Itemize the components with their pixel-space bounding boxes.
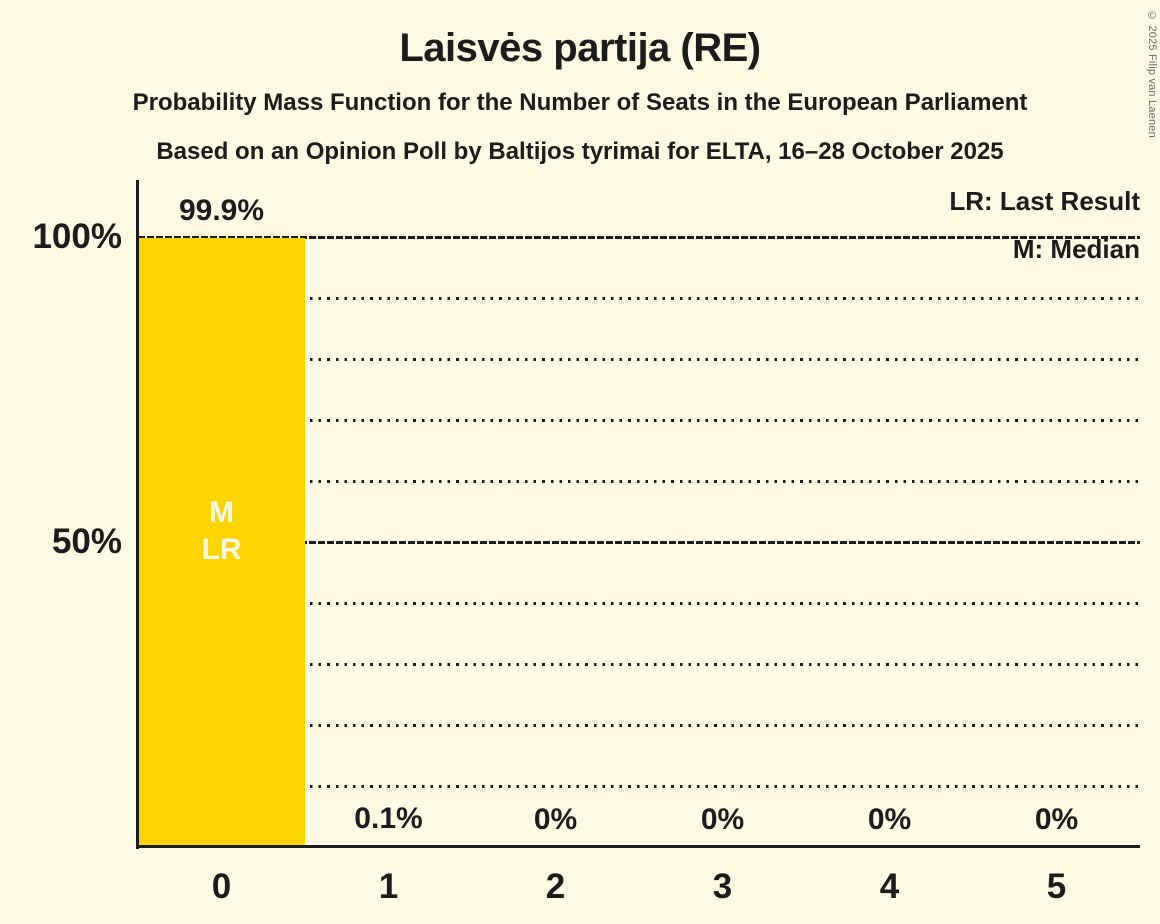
legend-median: M: Median xyxy=(1012,234,1140,264)
chart-subtitle: Probability Mass Function for the Number… xyxy=(132,89,1028,116)
median-last-result-markers: M LR xyxy=(138,494,305,568)
gridline-30pct xyxy=(138,662,1140,666)
poll-source-line: Based on an Opinion Poll by Baltijos tyr… xyxy=(156,138,1004,165)
value-label-seat-0: 99.9% xyxy=(178,193,265,227)
chart-title: Laisvės partija (RE) xyxy=(399,26,761,70)
x-tick-label-4: 4 xyxy=(879,867,900,906)
x-tick-label-0: 0 xyxy=(211,867,232,906)
bar-seat-0 xyxy=(139,237,305,847)
value-label-seat-2: 0% xyxy=(533,803,578,836)
x-tick-label-1: 1 xyxy=(378,867,399,906)
gridline-100pct xyxy=(138,235,1140,239)
gridline-80pct xyxy=(138,357,1140,361)
median-marker-label: M xyxy=(209,496,234,530)
gridline-20pct xyxy=(138,723,1140,727)
x-tick-label-3: 3 xyxy=(712,867,733,906)
y-axis-line xyxy=(136,180,139,849)
gridline-10pct xyxy=(138,784,1140,788)
legend-last-result: LR: Last Result xyxy=(949,186,1140,216)
value-label-seat-1: 0.1% xyxy=(354,802,423,836)
gridline-60pct xyxy=(138,479,1140,483)
value-label-seat-4: 0% xyxy=(867,803,912,836)
gridline-50pct xyxy=(138,540,1140,544)
value-label-seat-3: 0% xyxy=(700,803,745,836)
x-axis-line xyxy=(136,845,1140,848)
copyright-note: © 2025 Filip van Laenen xyxy=(1146,10,1158,138)
y-axis-label-100: 100% xyxy=(32,217,122,256)
gridline-70pct xyxy=(138,418,1140,422)
gridline-90pct xyxy=(138,296,1140,300)
value-label-seat-5: 0% xyxy=(1034,803,1079,836)
gridline-40pct xyxy=(138,601,1140,605)
last-result-marker-label: LR xyxy=(201,533,242,567)
x-tick-label-5: 5 xyxy=(1046,867,1067,906)
x-tick-label-2: 2 xyxy=(545,867,566,906)
y-axis-label-50: 50% xyxy=(51,522,122,561)
